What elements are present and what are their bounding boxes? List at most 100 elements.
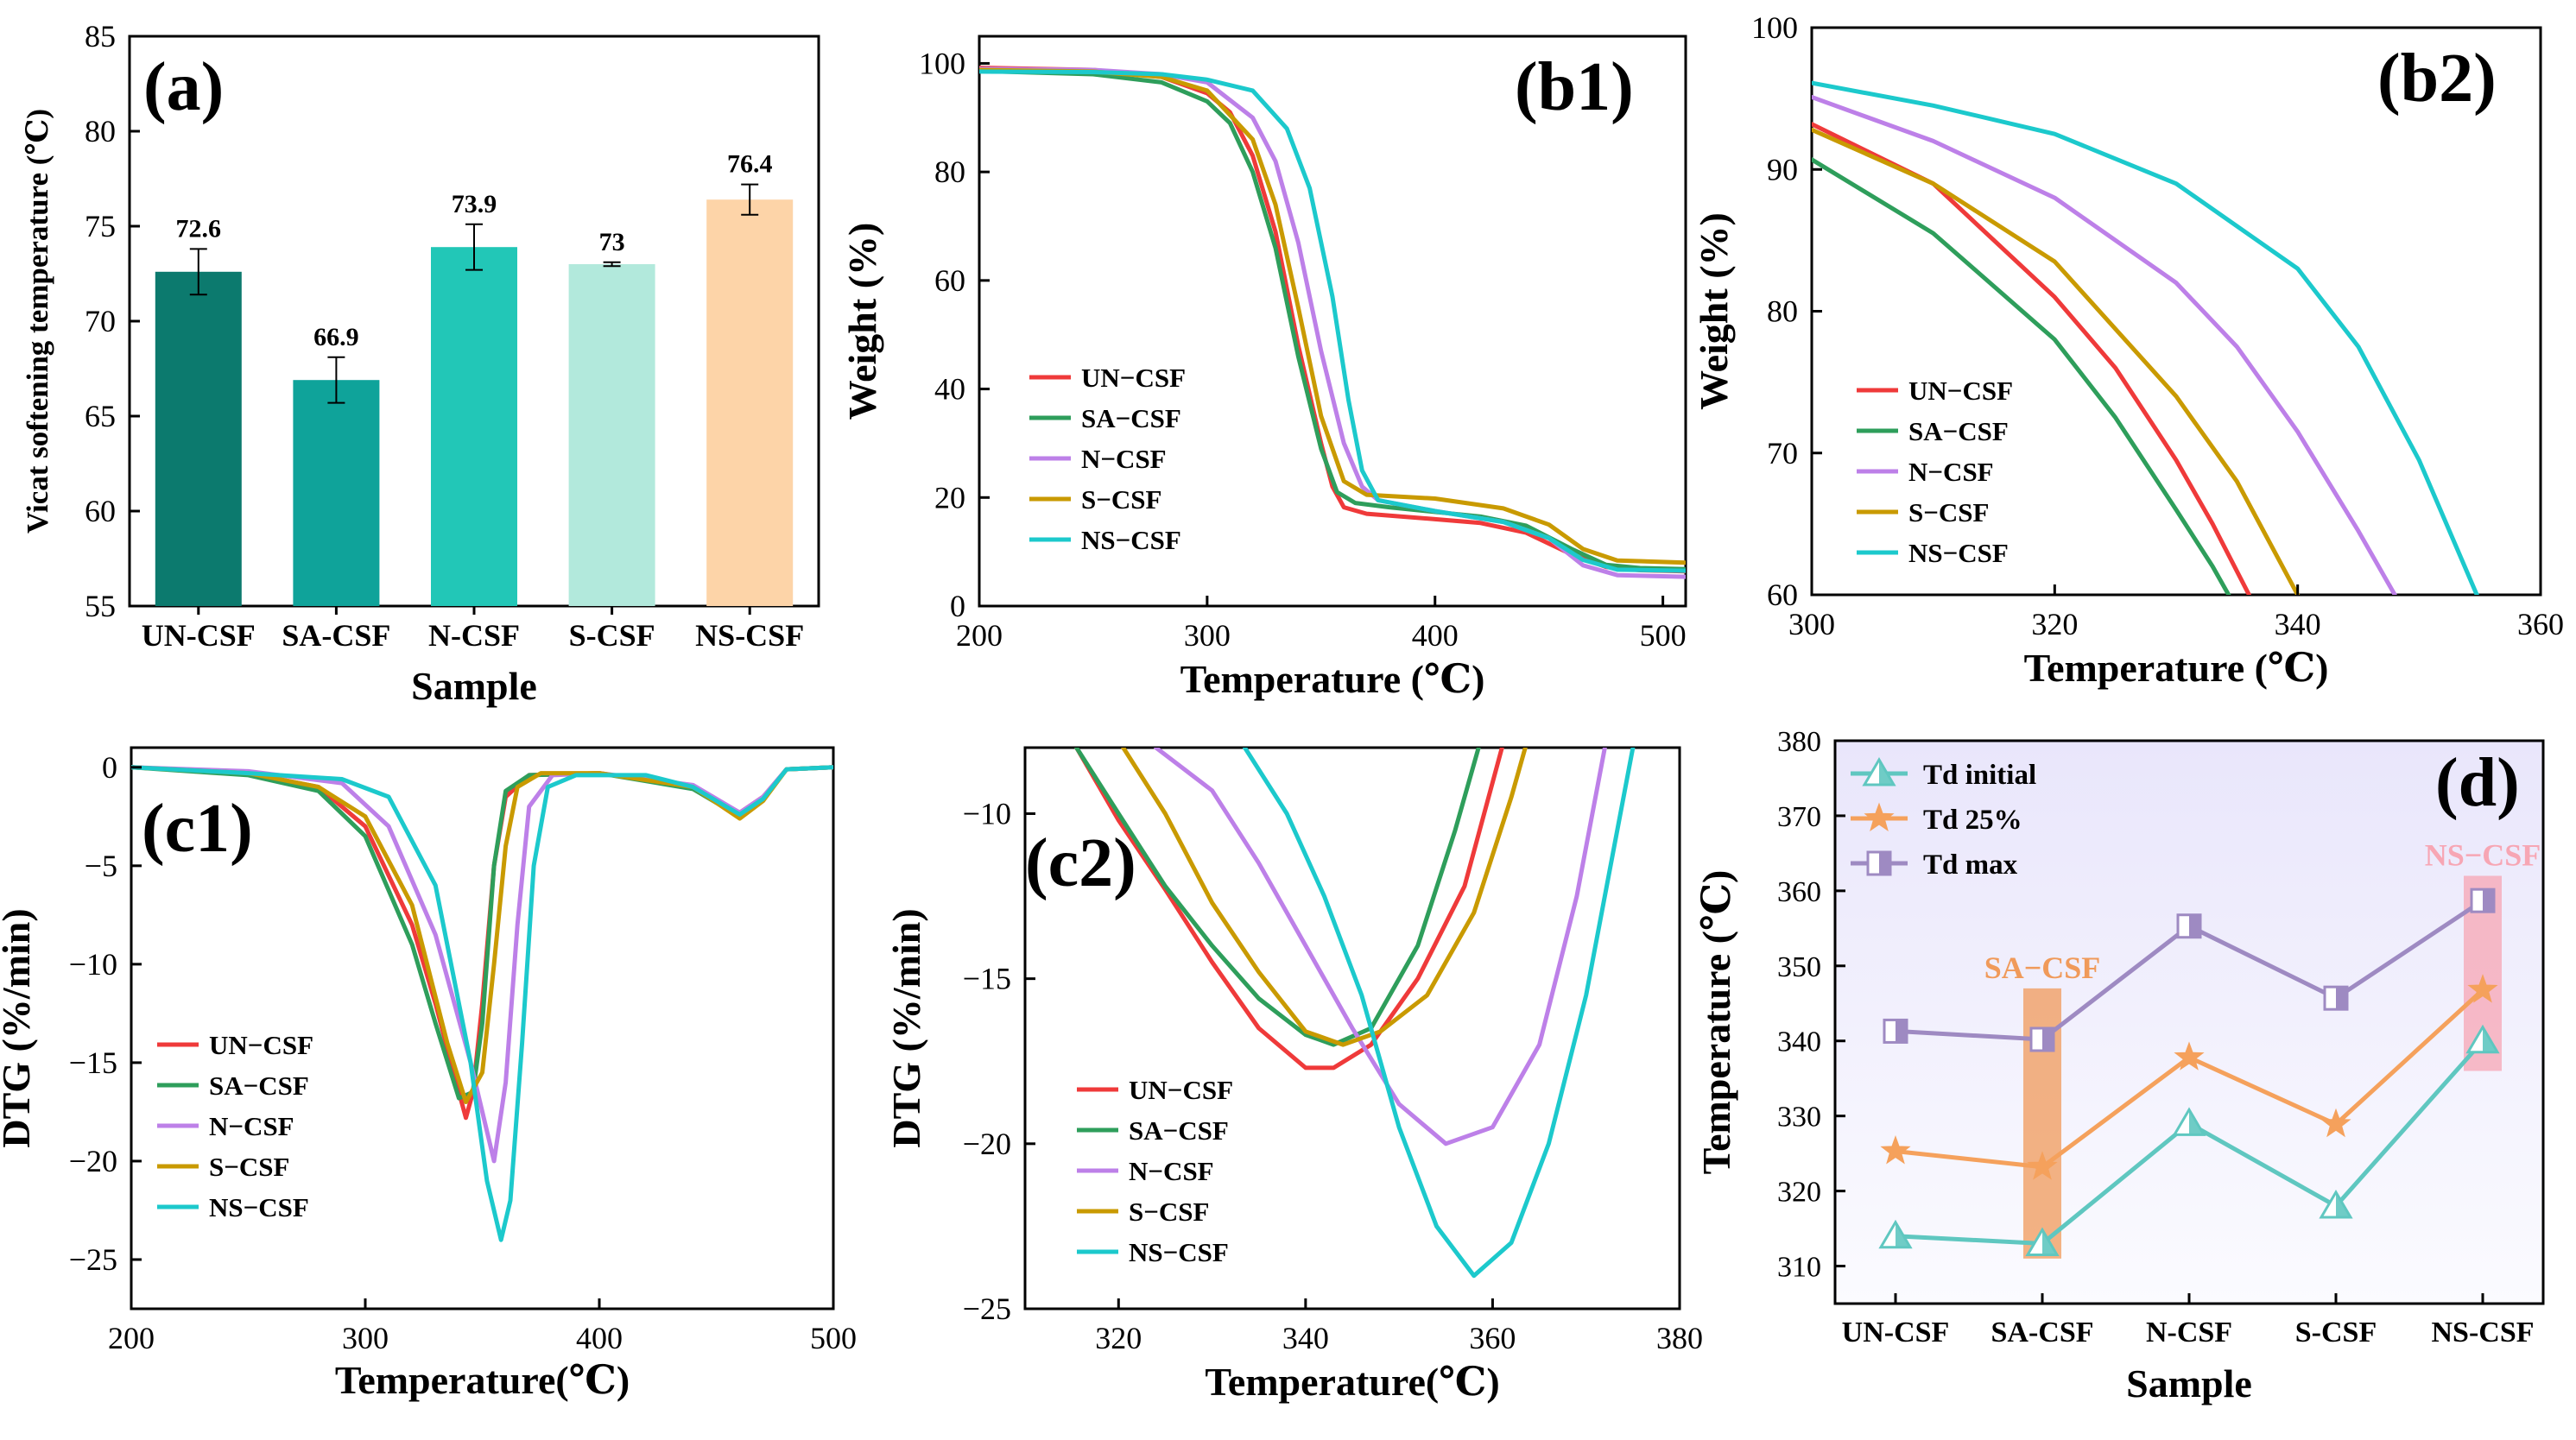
legend-label: S−CSF: [1081, 484, 1161, 515]
y-tick-label: −25: [963, 1292, 1011, 1326]
y-tick-label: −20: [963, 1127, 1011, 1161]
plot-frame: [1023, 746, 1681, 1311]
panel-c2: −10 −15 −20 −25 320 340 360 380 Temperature(℃) DT…: [884, 746, 1703, 1404]
y-tick-label: −10: [69, 947, 117, 982]
marker-fill: [2042, 1229, 2057, 1255]
series-group: [979, 66, 1686, 579]
y-tick-label: 65: [85, 399, 116, 433]
marker-fill: [2189, 1109, 2204, 1135]
x-tick-label: 360: [1469, 1321, 1516, 1355]
legend-label: NS−CSF: [1908, 538, 2009, 568]
legend-label: NS−CSF: [1081, 525, 1181, 555]
series-line: [1812, 157, 2231, 595]
marker-fill: [1896, 1020, 1907, 1043]
y-tick-label: 310: [1777, 1252, 1821, 1284]
y-tick-label: 60: [1767, 578, 1798, 612]
y-axis-label: DTG (%/min): [0, 908, 38, 1147]
x-tick-label: UN-CSF: [1842, 1317, 1950, 1348]
series-line: [1121, 748, 1528, 1047]
legend-label: Td 25%: [1923, 805, 2022, 836]
annotation-label: SA−CSF: [1984, 951, 2101, 985]
x-axis-label: Sample: [411, 664, 537, 708]
panel-label: (b2): [2377, 41, 2497, 117]
y-tick-label: 0: [102, 750, 117, 785]
plot-frame: [130, 746, 835, 1311]
x-tick-label: 300: [1788, 607, 1835, 641]
series-line: [1812, 127, 2301, 595]
y-tick-label: −20: [69, 1144, 117, 1178]
y-tick-label: −15: [69, 1045, 117, 1080]
plot-frame: [978, 35, 1687, 608]
x-axis-label: Temperature(℃): [335, 1358, 630, 1402]
y-axis-label: Weight (%): [1692, 212, 1736, 410]
x-tick-label: UN-CSF: [142, 618, 256, 653]
panel-a: 55 60 65 70 75 80 85 72.6 UN-CSF 66.9 SA-CSF 73.9 N-…: [21, 19, 820, 708]
bar: [293, 380, 380, 606]
legend-label: UN−CSF: [1908, 376, 2013, 406]
series-line: [1812, 95, 2397, 595]
series-group: [1812, 80, 2479, 595]
panel-d: SA−CSF NS−CSF 310 320 330 340 350 360 370 380 UN-C…: [1694, 726, 2545, 1405]
x-tick-label: 320: [2031, 607, 2078, 641]
legend-label: S−CSF: [1129, 1197, 1209, 1227]
bar: [568, 264, 655, 606]
x-tick-label: SA-CSF: [1991, 1317, 2093, 1348]
y-tick-label: 380: [1777, 726, 1821, 758]
marker-fill: [2483, 889, 2494, 913]
x-axis-label: Temperature (℃): [2024, 646, 2329, 690]
panel-label: (b1): [1515, 49, 1634, 125]
annotation-label: NS−CSF: [2425, 837, 2541, 872]
x-tick-label: 340: [1282, 1321, 1329, 1355]
x-axis-label: Temperature (℃): [1180, 657, 1485, 701]
x-tick-label: S-CSF: [2295, 1317, 2377, 1348]
legend-label: N−CSF: [1908, 457, 1994, 487]
legend-label: N−CSF: [1129, 1156, 1214, 1186]
series-line: [979, 69, 1686, 573]
y-axis-label: Temperature (℃): [1694, 870, 1738, 1175]
legend-label: SA−CSF: [209, 1071, 309, 1101]
marker-fill: [2483, 1026, 2497, 1052]
series-line: [131, 765, 833, 1104]
y-tick-label: 320: [1777, 1177, 1821, 1209]
y-tick-label: −10: [963, 796, 1011, 831]
x-tick-label: 380: [1656, 1321, 1703, 1355]
x-axis-label: Temperature(℃): [1205, 1360, 1499, 1404]
x-tick-label: N-CSF: [428, 618, 520, 653]
y-tick-label: 350: [1777, 951, 1821, 983]
data-label: 72.6: [176, 214, 222, 243]
marker-fill: [1879, 760, 1894, 785]
legend-label: S−CSF: [209, 1152, 289, 1182]
y-tick-label: 85: [85, 19, 116, 54]
y-tick-label: 80: [1767, 294, 1798, 329]
panel-label: (d): [2435, 745, 2520, 821]
legend-label: UN−CSF: [1129, 1075, 1233, 1105]
y-tick-label: −15: [963, 962, 1011, 996]
x-axis-label: Sample: [2126, 1361, 2252, 1405]
x-tick-label: 300: [1184, 618, 1231, 653]
y-tick-label: 0: [950, 589, 965, 623]
y-tick-label: 100: [1751, 10, 1798, 45]
data-label: 73.9: [452, 190, 497, 218]
legend-label: Td max: [1923, 849, 2018, 881]
marker-fill: [2042, 1027, 2054, 1051]
series-line: [1154, 748, 1607, 1146]
x-tick-label: 500: [1640, 618, 1687, 653]
y-tick-label: 40: [934, 372, 965, 407]
y-tick-label: 340: [1777, 1026, 1821, 1058]
x-tick-label: S-CSF: [569, 618, 655, 653]
y-tick-label: 55: [85, 589, 116, 623]
y-tick-label: −25: [69, 1242, 117, 1277]
panel-b2: 60 70 80 90 100 300 320 340 360 Temperature (℃) We…: [1692, 10, 2564, 690]
legend-label: UN−CSF: [209, 1030, 313, 1060]
y-tick-label: 80: [934, 155, 965, 189]
y-axis-label: Weight (%): [840, 223, 884, 420]
marker: [2027, 1151, 2058, 1180]
data-label: 76.4: [727, 150, 773, 179]
legend-label: Td initial: [1923, 760, 2036, 791]
x-tick-label: 200: [108, 1321, 155, 1355]
x-tick-label: SA-CSF: [282, 618, 390, 653]
panel-label: (a): [143, 49, 224, 125]
y-axis-label: Vicat softening temperature (℃): [21, 109, 54, 534]
legend-label: SA−CSF: [1129, 1115, 1229, 1146]
